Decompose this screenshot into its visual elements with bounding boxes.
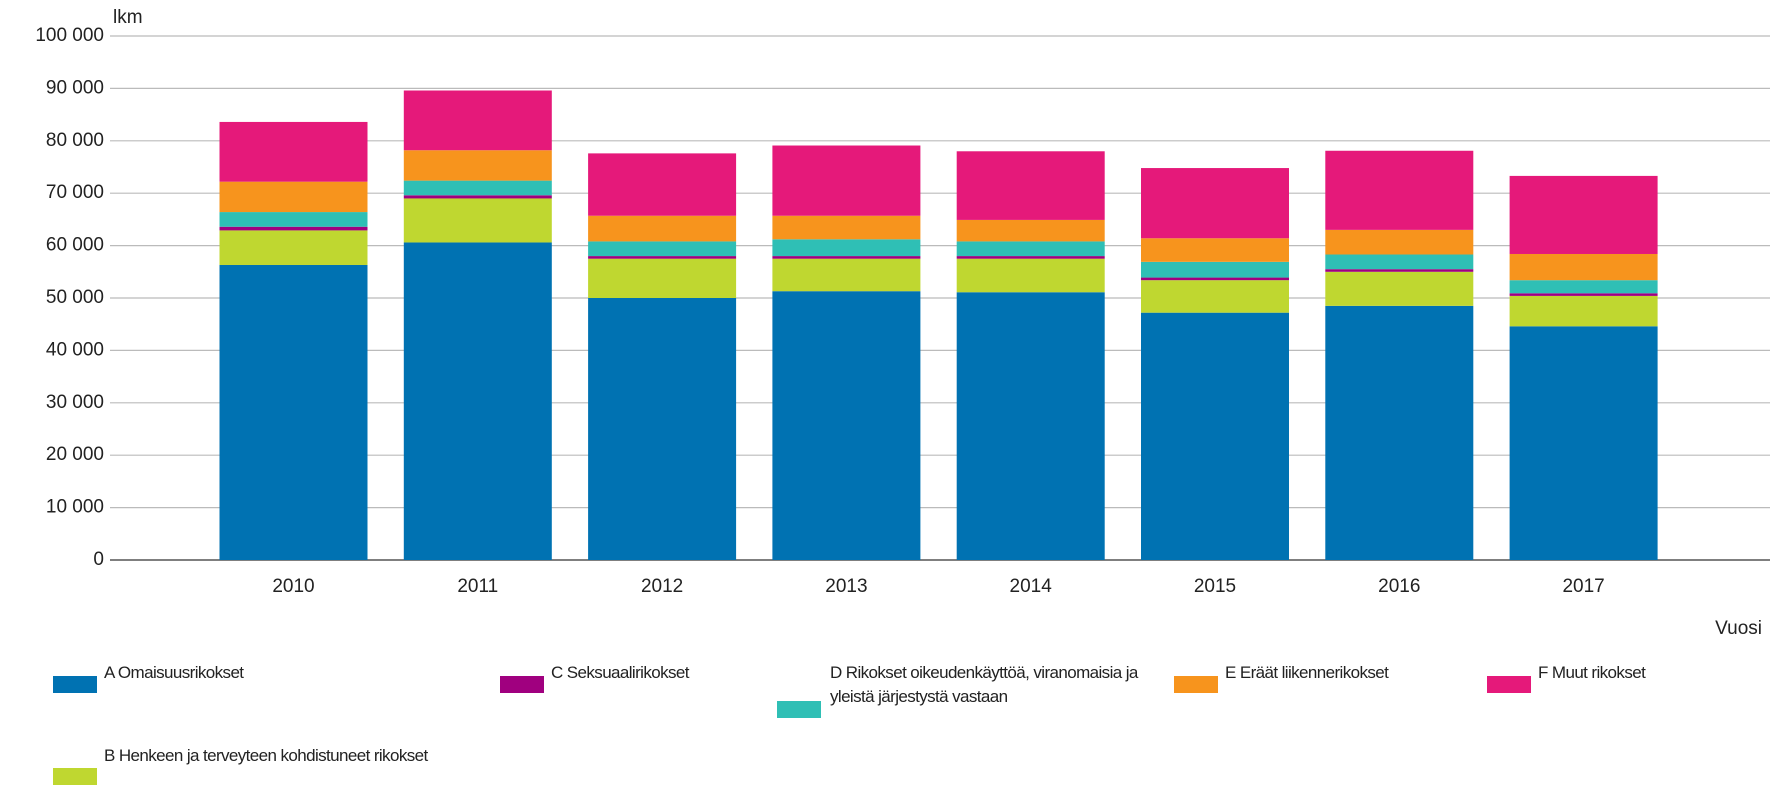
bar-segment <box>588 241 737 257</box>
y-tick-label: 40 000 <box>46 339 104 360</box>
x-tick-label: 2011 <box>457 576 498 597</box>
bar-segment <box>1509 326 1658 560</box>
bar-segment <box>588 153 737 216</box>
bar-segment <box>1141 280 1289 313</box>
y-tick-label: 30 000 <box>46 392 104 413</box>
bar-segment <box>1325 271 1474 306</box>
bar-segment <box>1325 229 1474 255</box>
bar-segment <box>588 258 737 298</box>
legend-swatch <box>53 768 97 785</box>
bar-segment <box>1325 305 1474 560</box>
bar-segment <box>1509 280 1658 294</box>
x-tick-label: 2013 <box>825 576 867 597</box>
legend-label: F Muut rikokset <box>1538 663 1646 682</box>
bar-segment <box>772 291 921 560</box>
bar-segment <box>588 256 737 259</box>
bar-segment <box>219 212 368 227</box>
bar-segment <box>772 258 921 292</box>
x-tick-label: 2015 <box>1194 576 1236 597</box>
bar-segment <box>956 241 1105 257</box>
legend-label: C Seksuaalirikokset <box>551 663 689 682</box>
legend-swatch <box>1487 676 1531 693</box>
x-tick-label: 2016 <box>1378 576 1420 597</box>
bar-segment <box>956 219 1105 242</box>
y-tick-label: 0 <box>93 549 104 570</box>
bar-segment <box>219 264 368 560</box>
bar-segment <box>772 215 921 240</box>
bar-segment <box>772 145 921 216</box>
bar-segment <box>1509 293 1658 296</box>
legend-label: D Rikokset oikeudenkäyttöä, viranomaisia… <box>830 663 1138 706</box>
bar-segment <box>1509 175 1658 254</box>
bar-segment <box>219 181 368 213</box>
x-axis-label: Vuosi <box>1715 618 1762 639</box>
bar-segment <box>1141 168 1289 239</box>
bar-segment <box>1325 269 1474 272</box>
x-tick-label: 2017 <box>1562 576 1604 597</box>
legend-swatch <box>777 701 821 718</box>
y-tick-label: 70 000 <box>46 182 104 203</box>
bar-segment <box>403 150 552 181</box>
bar-segment <box>219 226 368 231</box>
bar-segment <box>588 215 737 242</box>
x-tick-label: 2012 <box>641 576 683 597</box>
legend-label: E Eräät liikennerikokset <box>1225 663 1389 682</box>
y-axis-label: lkm <box>113 7 143 28</box>
bar-segment <box>403 90 552 151</box>
bar-segment <box>956 256 1105 259</box>
bar-segment <box>956 258 1105 293</box>
bar-segment <box>1325 254 1474 270</box>
bar-segment <box>219 230 368 265</box>
bar-segment <box>219 121 368 182</box>
y-tick-label: 90 000 <box>46 77 104 98</box>
legend-label: A Omaisuusrikokset <box>104 663 244 682</box>
y-tick-label: 20 000 <box>46 444 104 465</box>
bar-segment <box>403 195 552 199</box>
bar-segment <box>1141 277 1289 281</box>
bar-segment <box>1509 295 1658 327</box>
bar-segment <box>588 298 737 560</box>
legend-swatch <box>1174 676 1218 693</box>
legend-swatch <box>53 676 97 693</box>
y-tick-label: 100 000 <box>35 25 104 46</box>
bar-segment <box>1141 261 1289 278</box>
bar-segment <box>403 198 552 243</box>
bar-segment <box>403 180 552 196</box>
y-tick-label: 50 000 <box>46 287 104 308</box>
bar-segment <box>956 292 1105 560</box>
bar-segment <box>956 151 1105 220</box>
bar-segment <box>772 256 921 259</box>
y-tick-label: 10 000 <box>46 497 104 518</box>
bar-segment <box>1141 312 1289 560</box>
bar-segment <box>772 239 921 257</box>
y-tick-label: 60 000 <box>46 235 104 256</box>
x-tick-label: 2010 <box>272 576 314 597</box>
x-tick-label: 2014 <box>1010 576 1053 597</box>
bar-segment <box>403 242 552 560</box>
bar-segment <box>1141 238 1289 262</box>
bar-segment <box>1509 253 1658 281</box>
legend-swatch <box>500 676 544 693</box>
y-tick-label: 80 000 <box>46 130 104 151</box>
legend-label: B Henkeen ja terveyteen kohdistuneet rik… <box>104 746 428 765</box>
bar-segment <box>1325 150 1474 230</box>
